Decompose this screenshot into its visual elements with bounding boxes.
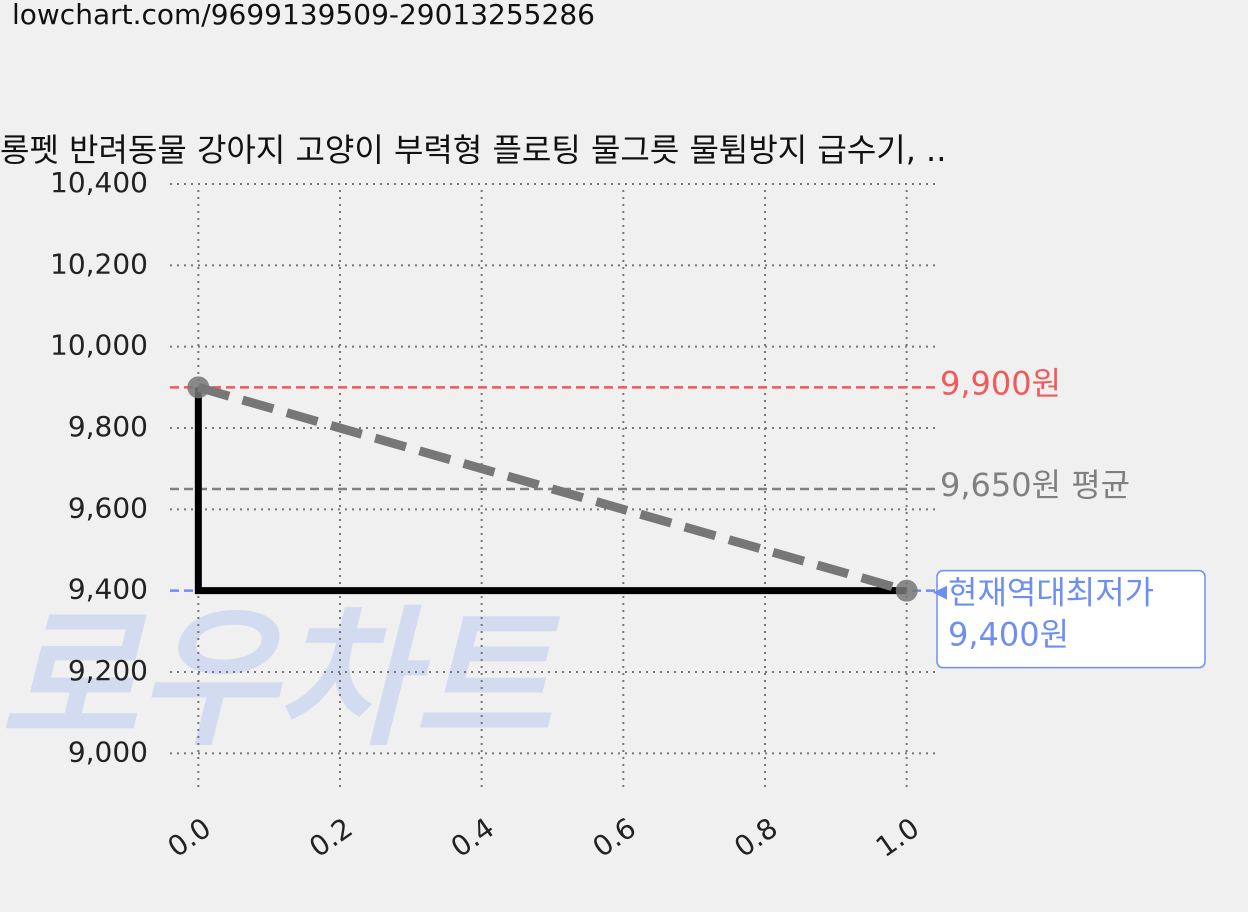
x-tick-label: 1.0 <box>870 811 925 864</box>
y-tick-label: 9,400 <box>68 573 148 606</box>
y-tick-label: 9,600 <box>68 491 148 524</box>
annotation-box <box>936 569 1206 669</box>
y-tick-label: 10,200 <box>50 247 148 280</box>
reference-label: 9,900원 <box>940 364 1061 402</box>
point <box>895 579 918 602</box>
watermark: 로우차트 <box>0 593 561 767</box>
x-tick-label: 0.0 <box>162 811 217 864</box>
x-tick-label: 0.2 <box>303 811 358 864</box>
annotation-note: 현재역대최저가 <box>948 574 1154 612</box>
reference-label: 9,650원 평균 <box>940 466 1130 504</box>
series-line <box>197 383 908 595</box>
x-tick-label: 0.6 <box>587 811 642 864</box>
y-tick-label: 9,200 <box>68 654 148 687</box>
y-tick-label: 10,000 <box>50 329 148 362</box>
x-tick-label: 0.8 <box>728 811 783 864</box>
y-tick-label: 9,800 <box>68 410 148 443</box>
annotation-arrow <box>933 585 947 600</box>
url: lowchart.com/9699139509-29013255286 <box>12 0 595 31</box>
y-tick-label: 9,000 <box>68 735 148 768</box>
y-tick-label: 10,400 <box>50 166 148 199</box>
chart-title: 롱펫 반려동물 강아지 고양이 부력형 플로팅 물그릇 물튐방지 급수기, .. <box>0 131 946 169</box>
point <box>187 376 210 399</box>
annotation-label: 9,400원 <box>948 616 1069 654</box>
series-line <box>194 387 907 595</box>
x-tick-label: 0.4 <box>445 811 500 864</box>
